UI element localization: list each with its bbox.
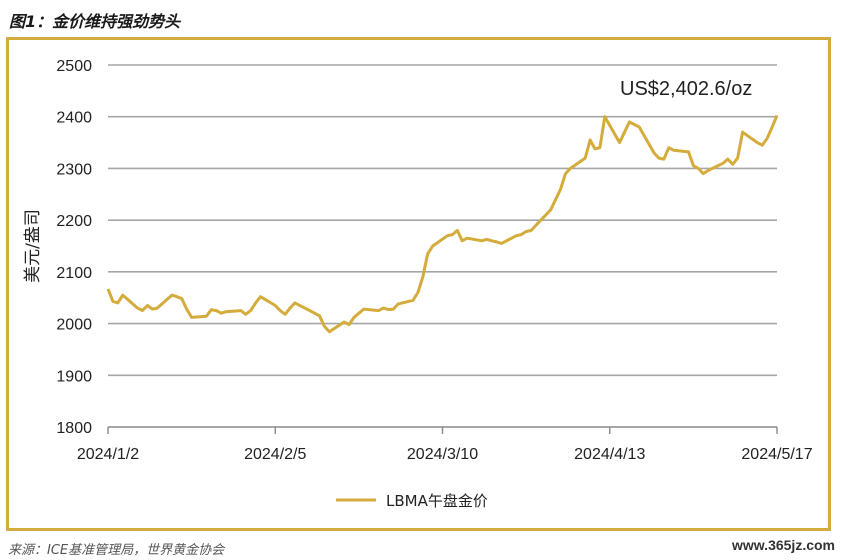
y-axis-label: 美元/盎司 bbox=[23, 209, 43, 283]
latest-price-annotation: US$2,402.6/oz bbox=[620, 78, 752, 100]
figure-title: 图1：金价维持强劲势头 bbox=[9, 12, 181, 31]
y-tick-label: 2500 bbox=[56, 58, 92, 75]
series-line-lbma bbox=[106, 114, 779, 334]
y-tick-label: 1900 bbox=[56, 368, 92, 385]
y-tick-label: 2000 bbox=[56, 317, 92, 334]
x-tick-label: 2024/3/10 bbox=[407, 446, 478, 463]
y-tick-label: 2300 bbox=[56, 161, 92, 178]
x-tick-label: 2024/4/13 bbox=[574, 446, 645, 463]
chart-frame bbox=[6, 37, 831, 531]
x-tick-label: 2024/2/5 bbox=[244, 446, 306, 463]
y-tick-label: 1800 bbox=[56, 420, 92, 437]
x-tick-label: 2024/5/17 bbox=[741, 446, 812, 463]
y-tick-label: 2200 bbox=[56, 213, 92, 230]
source-note: 来源：ICE基准管理局，世界黄金协会 bbox=[8, 543, 225, 558]
x-tick-label: 2024/1/2 bbox=[77, 446, 139, 463]
watermark: www.365jz.com bbox=[732, 537, 835, 553]
y-tick-label: 2400 bbox=[56, 110, 92, 127]
y-tick-label: 2100 bbox=[56, 265, 92, 282]
legend-label: LBMA午盘金价 bbox=[386, 492, 488, 510]
